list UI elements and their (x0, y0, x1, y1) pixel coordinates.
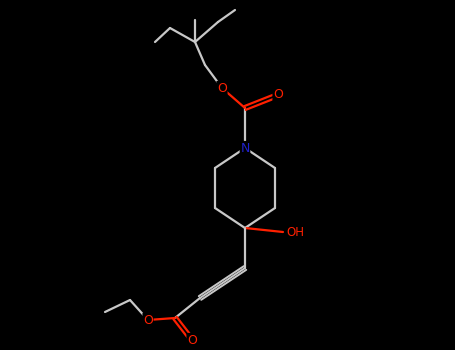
Text: O: O (217, 82, 227, 95)
Text: O: O (143, 314, 153, 327)
Text: O: O (273, 89, 283, 101)
Text: N: N (240, 141, 250, 154)
Text: OH: OH (286, 225, 304, 238)
Text: O: O (187, 334, 197, 346)
